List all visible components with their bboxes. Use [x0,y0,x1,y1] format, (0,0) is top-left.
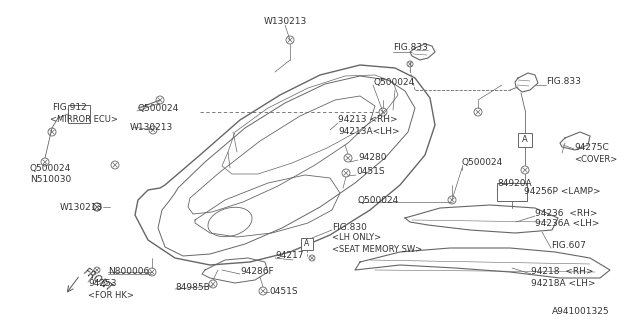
Bar [518,133,532,147]
Text: FIG.607: FIG.607 [551,241,586,250]
Text: Q500024: Q500024 [358,196,399,204]
Text: 0451S: 0451S [269,286,298,295]
Text: <COVER>: <COVER> [574,155,617,164]
Text: 94286F: 94286F [240,268,274,276]
Text: 94218A <LH>: 94218A <LH> [531,278,595,287]
Text: 94256P <LAMP>: 94256P <LAMP> [524,188,600,196]
Text: 94213A<LH>: 94213A<LH> [338,126,399,135]
Text: 0451S: 0451S [356,167,385,177]
Text: W130213: W130213 [60,203,103,212]
Text: Q500024: Q500024 [30,164,71,172]
Text: 94217: 94217 [275,252,303,260]
Text: A: A [305,239,310,249]
Text: 94236  <RH>: 94236 <RH> [535,209,598,218]
Text: 84920A: 84920A [497,179,532,188]
Text: W130213: W130213 [264,18,307,27]
Text: A: A [522,135,528,145]
Text: 94280: 94280 [358,154,387,163]
Text: W130213: W130213 [130,123,173,132]
Bar [497,183,527,201]
Text: 94213 <RH>: 94213 <RH> [338,116,397,124]
Bar [68,105,90,123]
Text: FIG.833: FIG.833 [546,77,581,86]
Text: <MIRROR ECU>: <MIRROR ECU> [50,115,118,124]
Text: Q500024: Q500024 [462,158,503,167]
Text: A941001325: A941001325 [552,307,610,316]
Text: FIG.912: FIG.912 [52,103,87,113]
Bar [301,238,313,250]
Text: 84985B: 84985B [175,283,210,292]
Text: 94253: 94253 [88,279,116,289]
Text: N510030: N510030 [30,175,71,185]
Text: <LH ONLY>: <LH ONLY> [332,234,381,243]
Text: N800006: N800006 [108,268,149,276]
Text: <FOR HK>: <FOR HK> [88,291,134,300]
Text: FIG.830: FIG.830 [332,222,367,231]
Text: Q500024: Q500024 [373,77,414,86]
Text: <SEAT MEMORY SW>: <SEAT MEMORY SW> [332,244,422,253]
Text: 94236A <LH>: 94236A <LH> [535,220,600,228]
Text: 94218  <RH>: 94218 <RH> [531,268,593,276]
Text: 94275C: 94275C [574,142,609,151]
Text: FIG.833: FIG.833 [393,43,428,52]
Text: FRONT: FRONT [82,266,115,294]
Text: Q500024: Q500024 [137,103,179,113]
